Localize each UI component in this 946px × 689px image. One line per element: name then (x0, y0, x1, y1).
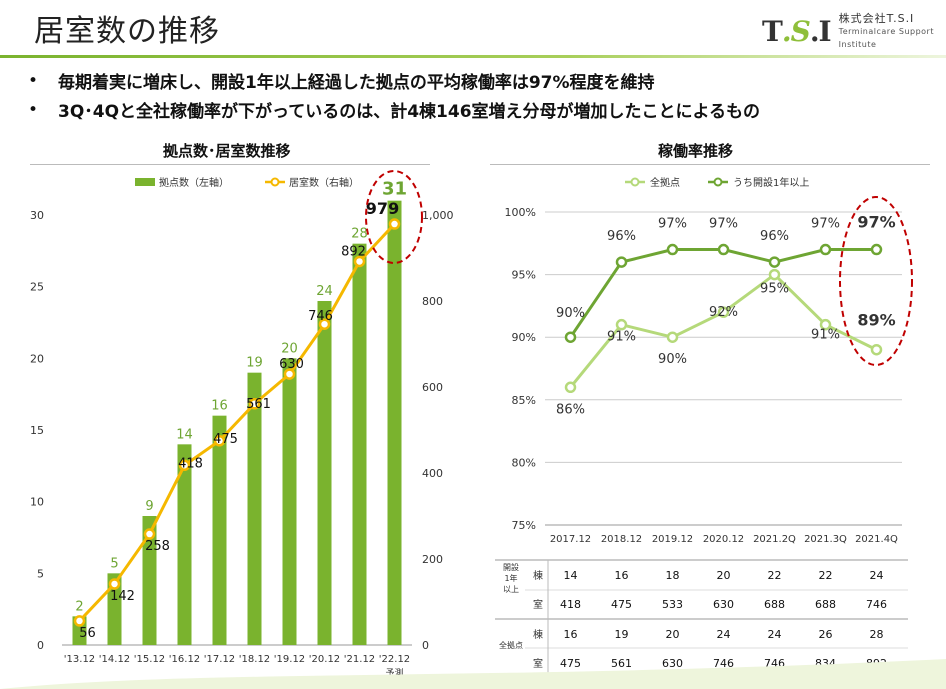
rooms-point (73, 615, 86, 627)
rooms-value-label: 142 (110, 589, 135, 604)
legend-line-label: 居室数（右軸） (289, 176, 359, 189)
y-right-tick-label: 600 (422, 381, 443, 394)
x-tick-label: '14.12 (99, 654, 130, 665)
axes: 05101520253002004006008001,000'13.12'14.… (30, 209, 454, 679)
rooms-point (213, 435, 226, 447)
bar (282, 358, 297, 645)
y-right-tick-label: 800 (422, 295, 443, 308)
logo-mark: T.S.I (762, 15, 832, 48)
x-tick-label: '19.12 (274, 654, 305, 665)
x-tick-label: '18.12 (239, 654, 270, 665)
rooms-value-label: 746 (308, 309, 333, 324)
y-left-tick-label: 0 (37, 639, 44, 652)
bullet-item: • 毎期着実に増床し、開設1年以上経過した拠点の平均稼働率は97%程度を維持 (28, 66, 760, 95)
x-tick-label: '16.12 (169, 654, 200, 665)
y-right-tick-label: 400 (422, 467, 443, 480)
bar (177, 444, 192, 645)
bar (107, 573, 122, 645)
bar (142, 516, 157, 645)
bullet-text: 毎期着実に増床し、開設1年以上経過した拠点の平均稼働率は97%程度を維持 (58, 73, 655, 93)
data-labels: 2 5 9 14 16 19 20 24 28 31 56 142 258 418 475 561 630 746… (75, 179, 407, 641)
right-chart-rule (490, 164, 930, 165)
rooms-point (178, 459, 191, 472)
left-chart-rule (30, 164, 430, 165)
left-chart-title: 拠点数･居室数推移 (163, 142, 291, 160)
page-title: 居室数の推移 (34, 14, 220, 49)
bullet-item: • 3Q･4Qと全社稼働率が下がっているのは、計4棟146室増え分母が増加したこ… (28, 95, 760, 124)
bar-value-label: 19 (246, 356, 263, 371)
rooms-point (108, 578, 121, 590)
rooms-value-label: 892 (341, 244, 366, 259)
company-logo: T.S.I 株式会社T.S.I Terminalcare Support Ins… (762, 12, 946, 51)
rooms-point (283, 368, 296, 380)
y-left-tick-label: 30 (30, 209, 44, 222)
y-left-tick-label: 25 (30, 281, 44, 294)
bar-value-label: 9 (145, 499, 153, 514)
y-left-tick-label: 20 (30, 352, 44, 365)
bullet-dot: • (28, 70, 39, 91)
bar-value-label: 14 (176, 427, 193, 442)
legend-line-marker (270, 177, 280, 187)
bar-series (72, 200, 402, 645)
bar-value-label: 31 (382, 179, 407, 200)
highlight-ellipse (365, 170, 423, 264)
bullet-text: 3Q･4Qと全社稼働率が下がっているのは、計4棟146室増え分母が増加したことに… (58, 102, 761, 122)
bar (352, 243, 367, 645)
rooms-value-label: 258 (145, 539, 170, 554)
y-right-tick-label: 1,000 (422, 209, 454, 222)
rooms-line (78, 223, 396, 622)
y-left-tick-label: 15 (30, 424, 44, 437)
bar-value-label: 28 (351, 227, 368, 242)
rooms-value-label: 561 (246, 397, 271, 412)
bullet-dot: • (28, 99, 39, 120)
logo-company-english: Terminalcare Support Institute (838, 27, 934, 49)
bar-value-label: 5 (110, 556, 118, 571)
title-divider (0, 55, 946, 58)
bar (317, 301, 332, 645)
x-tick-label: '13.12 (64, 654, 95, 665)
left-legend: 拠点数（左軸） 居室数（右軸） (135, 176, 359, 189)
x-tick-label: '21.12 (344, 654, 375, 665)
bar (387, 200, 402, 645)
y-right-tick-label: 200 (422, 553, 443, 566)
rooms-line-series (73, 218, 401, 627)
right-chart-title: 稼働率推移 (658, 142, 734, 160)
y-left-tick-label: 10 (30, 496, 44, 509)
x-tick-label: '15.12 (134, 654, 165, 665)
rooms-value-label: 418 (178, 456, 203, 471)
bar-value-label: 20 (281, 341, 298, 356)
rooms-value-label: 475 (213, 432, 238, 447)
rooms-point (143, 528, 156, 540)
bar-value-label: 16 (211, 399, 228, 414)
rooms-point (388, 218, 401, 230)
legend-bar-label: 拠点数（左軸） (159, 176, 229, 189)
bar-value-label: 24 (316, 284, 333, 299)
rooms-point (353, 255, 366, 268)
bar-value-label: 2 (75, 599, 83, 614)
rooms-point (248, 398, 261, 410)
legend-bar-swatch (135, 178, 155, 186)
y-right-tick-label: 0 (422, 639, 429, 652)
rooms-value-label: 630 (279, 357, 304, 372)
rooms-value-label: 979 (366, 199, 399, 218)
y-left-tick-label: 5 (37, 567, 44, 580)
bar (212, 415, 227, 645)
summary-bullets: • 毎期着実に増床し、開設1年以上経過した拠点の平均稼働率は97%程度を維持 •… (28, 66, 760, 124)
x-tick-label: '17.12 (204, 654, 235, 665)
bar (247, 372, 262, 645)
logo-company-name: 株式会社T.S.I (838, 12, 915, 25)
rooms-point (318, 318, 331, 330)
x-tick-label: '22.12 (379, 654, 410, 665)
x-tick-label: '20.12 (309, 654, 340, 665)
rooms-value-label: 56 (79, 626, 96, 641)
decorative-wave (0, 659, 946, 689)
